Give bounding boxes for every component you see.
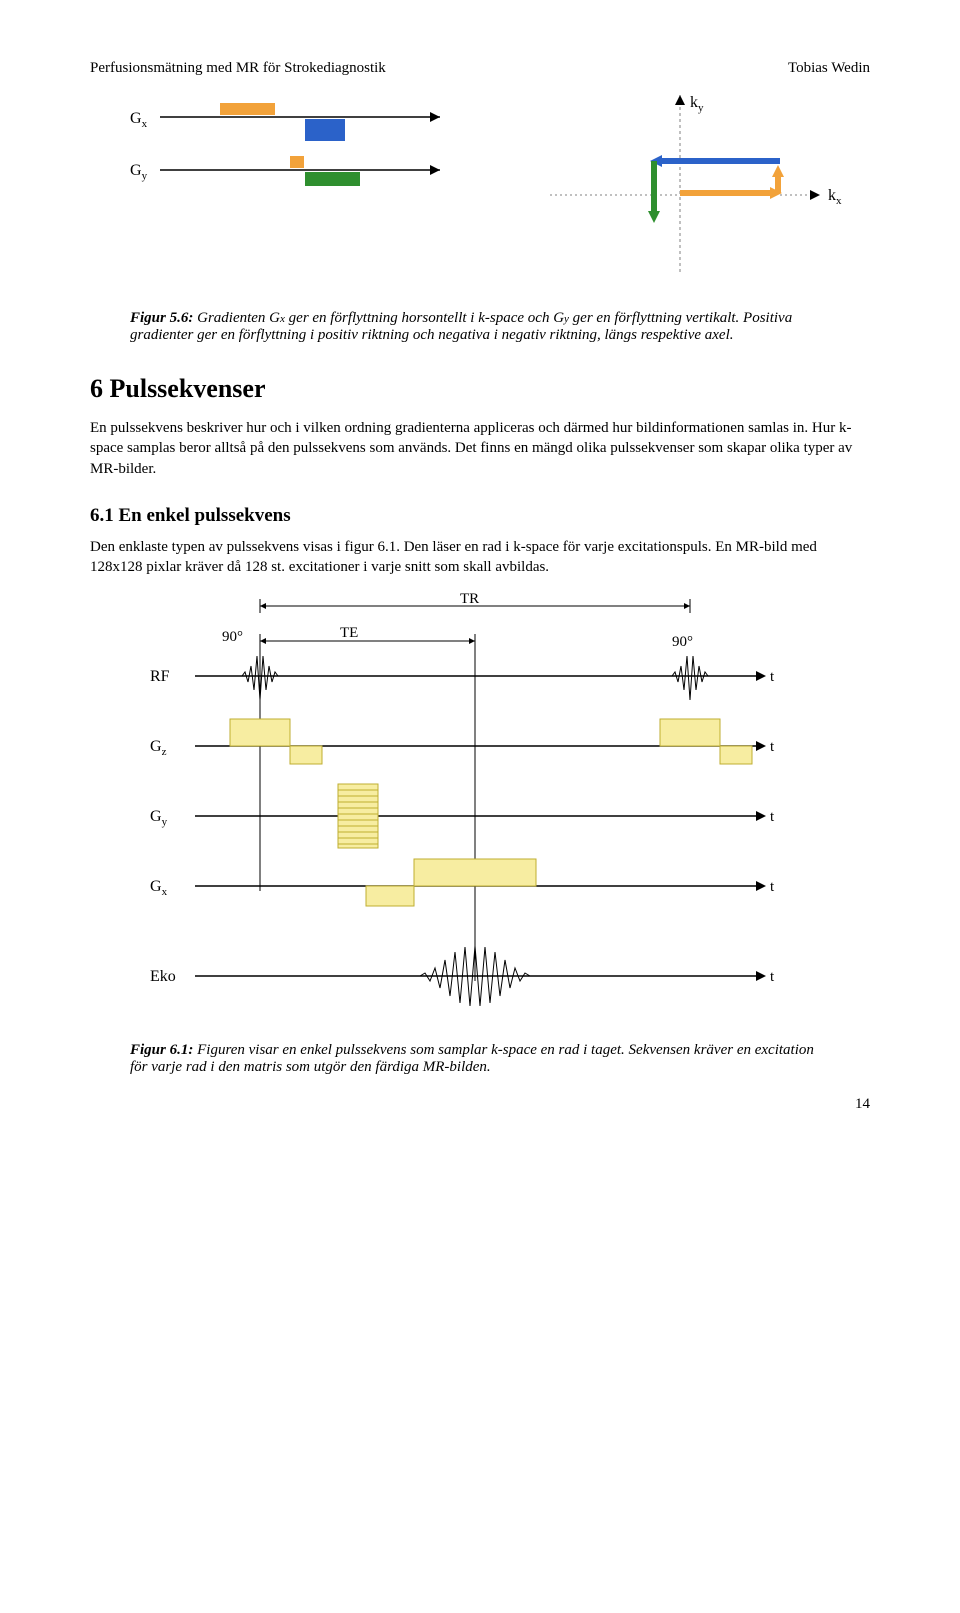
t-label-gx: t: [770, 879, 775, 895]
kx-sub: x: [836, 195, 842, 207]
section-6-title: 6 Pulssekvenser: [90, 374, 870, 404]
ky-sub: y: [698, 102, 704, 114]
te-label: TE: [340, 625, 358, 641]
t-label-gz: t: [770, 739, 775, 755]
svg-text:RF: RF: [150, 668, 170, 685]
t-label-gy: t: [770, 809, 775, 825]
figure-5-6: Gx Gy: [130, 95, 870, 300]
gx-sub: x: [142, 118, 148, 130]
row-label-gy: G: [150, 808, 162, 825]
row-label-gz: G: [150, 738, 162, 755]
t-label-eko: t: [770, 969, 775, 985]
section-6-1-para: Den enklaste typen av pulssekvens visas …: [90, 537, 870, 578]
ninety-right: 90°: [672, 634, 693, 650]
gx-negative-lobe: [305, 119, 345, 141]
gx-positive-lobe: [220, 103, 275, 115]
page-number: 14: [90, 1096, 870, 1113]
ninety-left: 90°: [222, 629, 243, 645]
gy-label: G: [130, 162, 142, 179]
svg-text:ky: ky: [690, 95, 704, 114]
svg-text:Gx: Gx: [130, 110, 148, 130]
tr-label: TR: [460, 591, 479, 607]
section-6-para: En pulssekvens beskriver hur och i vilke…: [90, 418, 870, 479]
kx-label: k: [828, 187, 836, 204]
svg-text:Gz: Gz: [150, 738, 167, 758]
gy-positive-lobe: [290, 156, 304, 168]
figure-6-1: TR TE 90° 90° RF t Gz: [130, 591, 870, 1036]
gx-label: G: [130, 110, 142, 127]
svg-text:Gy: Gy: [130, 162, 148, 182]
figure-6-1-caption: Figur 6.1: Figuren visar en enkel pulsse…: [130, 1042, 830, 1076]
ky-label: k: [690, 95, 698, 111]
gy-sub: y: [142, 170, 148, 182]
row-label-rf: RF: [150, 668, 170, 685]
svg-text:kx: kx: [828, 187, 842, 207]
header-right: Tobias Wedin: [788, 60, 870, 77]
figure-5-6-caption: Figur 5.6: Gradienten Gx ger en förflytt…: [130, 310, 830, 344]
row-label-gx: G: [150, 878, 162, 895]
gy-negative-lobe: [305, 172, 360, 186]
section-6-1-title: 6.1 En enkel pulssekvens: [90, 505, 870, 527]
header-left: Perfusionsmätning med MR för Strokediagn…: [90, 60, 386, 77]
svg-text:Gx: Gx: [150, 878, 168, 898]
row-label-eko: Eko: [150, 968, 176, 985]
svg-text:Gy: Gy: [150, 808, 168, 828]
t-label-rf: t: [770, 669, 775, 685]
